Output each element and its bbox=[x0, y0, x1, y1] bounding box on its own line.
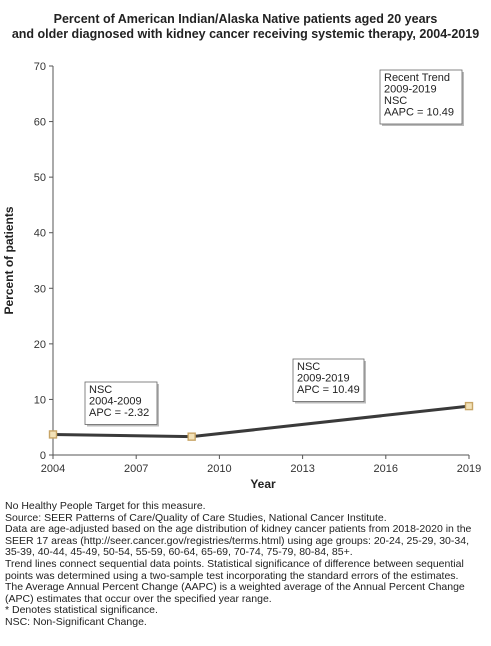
x-tick-label: 2007 bbox=[124, 463, 148, 475]
trend-annotation-2009-2019-text: NSC bbox=[297, 361, 320, 373]
recent-trend-annotation-text: 2009-2019 bbox=[384, 84, 437, 96]
trend-annotation-2004-2009-box bbox=[84, 381, 158, 425]
x-tick-label: 2004 bbox=[41, 463, 65, 475]
x-tick-label: 2016 bbox=[374, 463, 398, 475]
chart-axes: 0 10 20 30 40 50 60 70 2004 2007 2010 2013 2016 2019 Y… bbox=[2, 61, 481, 491]
chart-notes: No Healthy People Target for this measur… bbox=[5, 500, 487, 629]
data-point-marker bbox=[48, 430, 58, 439]
recent-trend-annotation-text: AAPC = 10.49 bbox=[384, 107, 454, 119]
chart-title-line: Percent of American Indian/Alaska Native… bbox=[53, 12, 438, 26]
trend-annotation-2009-2019-text: APC = 10.49 bbox=[297, 384, 360, 396]
x-tick-label: 2019 bbox=[457, 463, 481, 475]
x-tick-label: 2010 bbox=[207, 463, 231, 475]
trend-annotation-2009-2019-text: 2009-2019 bbox=[297, 373, 350, 385]
y-tick-label: 70 bbox=[34, 61, 46, 73]
recent-trend-annotation-text: NSC bbox=[384, 95, 407, 107]
chart-title-line: and older diagnosed with kidney cancer r… bbox=[11, 27, 480, 41]
chart-series bbox=[48, 401, 474, 441]
recent-trend-annotation-text: Recent Trend bbox=[384, 72, 450, 84]
data-point-marker bbox=[187, 432, 196, 441]
trend-annotation-2009-2019-box bbox=[292, 358, 365, 402]
y-tick-label: 0 bbox=[40, 450, 46, 462]
note-line: The Average Annual Percent Change (AAPC)… bbox=[5, 581, 465, 605]
chart-title: Percent of American Indian/Alaska Native… bbox=[0, 12, 491, 42]
note-line: NSC: Non-Significant Change. bbox=[5, 615, 147, 628]
note-line: No Healthy People Target for this measur… bbox=[5, 500, 206, 512]
y-axis-title: Percent of patients bbox=[2, 206, 16, 314]
recent-trend-annotation-box bbox=[379, 69, 463, 125]
trend-annotation-2004-2009-text: 2004-2009 bbox=[89, 396, 142, 408]
y-tick-label: 50 bbox=[34, 172, 46, 184]
trend-annotation-2004-2009-text: APC = -2.32 bbox=[89, 407, 149, 419]
data-point-marker bbox=[464, 401, 474, 411]
x-tick-label: 2013 bbox=[290, 463, 314, 475]
y-tick-label: 20 bbox=[34, 339, 46, 351]
line-chart: 0 10 20 30 40 50 60 70 2004 2007 2010 2013 2016 2019 Y… bbox=[2, 61, 481, 491]
note-line: * Denotes statistical significance. bbox=[5, 604, 158, 617]
note-line: Data are age-adjusted based on the age d… bbox=[5, 523, 472, 559]
note-line: Trend lines connect sequential data poin… bbox=[5, 557, 464, 582]
trend-annotation-2004-2009-text: NSC bbox=[89, 384, 112, 396]
y-tick-label: 40 bbox=[34, 228, 46, 240]
x-axis-title: Year bbox=[250, 477, 276, 491]
y-tick-label: 30 bbox=[34, 283, 46, 295]
note-line: Source: SEER Patterns of Care/Quality of… bbox=[5, 511, 387, 524]
y-tick-label: 60 bbox=[34, 117, 46, 129]
y-tick-label: 10 bbox=[34, 394, 46, 406]
